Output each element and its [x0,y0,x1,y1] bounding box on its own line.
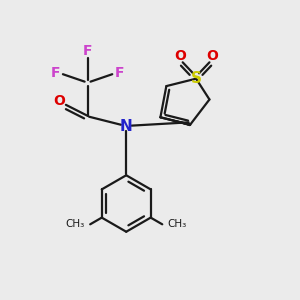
Text: F: F [83,44,92,58]
Text: S: S [190,71,202,86]
Text: O: O [174,49,186,63]
Text: CH₃: CH₃ [168,219,187,229]
Text: O: O [206,49,218,63]
Text: N: N [120,119,133,134]
Text: F: F [115,66,124,80]
Polygon shape [160,117,190,126]
Text: CH₃: CH₃ [66,219,85,229]
Text: F: F [51,66,61,80]
Text: O: O [53,94,65,108]
